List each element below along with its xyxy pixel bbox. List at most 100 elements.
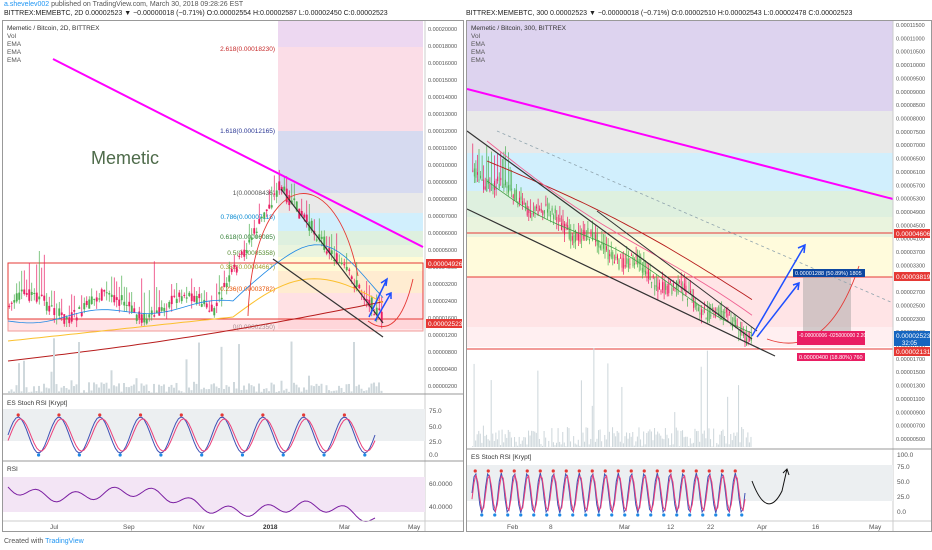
tradingview-link[interactable]: TradingView [45,538,84,545]
volume-bar [657,431,659,447]
volume-bar [607,363,609,447]
y-tick: 0.00009500 [896,76,925,82]
volume-bar [708,428,710,447]
volume-bar [163,384,165,393]
author-link[interactable]: a.shevelev002 [4,1,50,8]
candle-body [637,255,639,265]
oversold-dot [701,513,705,517]
candle-body [584,230,586,237]
volume-bar [719,434,721,447]
candle-body [53,308,56,316]
volume-bar [574,443,576,447]
candle-body [193,295,196,302]
candle-body [742,332,744,336]
price-tag [894,331,930,346]
candle-body [738,335,740,337]
left-chart-svg[interactable]: 2.618(0.00018230) 1.618(0.00012165) 1(0.… [3,21,463,531]
right-chart-svg[interactable]: 0.00001288 (50.89%) 1805 -0.00000006 -02… [466,21,931,531]
x-tick: Apr [757,524,768,531]
overbought-dot [707,469,711,473]
y-tick: 0.00018000 [428,44,457,50]
volume-bar [30,391,33,393]
overbought-dot [564,469,568,473]
candle-body [188,292,191,296]
right-chart-panel[interactable]: 0.00001288 (50.89%) 1805 -0.00000006 -02… [466,20,932,532]
candle-body [690,290,692,294]
volume-bar [28,392,30,393]
candle-body [676,280,678,290]
fib-zone [278,257,423,271]
stoch-label: ES Stoch RSI [Krypt] [471,454,532,461]
volume-bar [683,437,685,447]
volume-bar [500,445,502,447]
candle-body [522,201,524,206]
candle-body [518,197,520,203]
left-chart-panel[interactable]: 2.618(0.00018230) 1.618(0.00012165) 1(0.… [2,20,464,532]
volume-bar [713,428,715,447]
candle-body [714,312,716,317]
candle-body [305,214,308,223]
candle-body [350,276,353,279]
volume-bar [238,344,240,393]
volume-bar [248,383,250,393]
fib-zone [467,153,893,191]
volume-bar [85,392,88,393]
candle-body [553,215,555,219]
y-tick: 0.00011500 [896,23,925,29]
candle-body [618,259,620,270]
fib-zone [467,217,893,237]
candle-body [220,297,223,300]
fib-zone [278,47,423,131]
oversold-dot [200,453,204,457]
y-tick: 0.00006500 [896,157,925,163]
volume-bar [652,440,654,447]
candle-body [640,259,642,265]
y-tick: 0.00004100 [896,237,925,243]
stoch-label: ES Stoch RSI [Krypt] [7,400,68,407]
candle-body [609,254,611,257]
wedge-lower-line [272,258,384,338]
candle-body [255,231,258,233]
candle-body [529,210,531,218]
volume-bar [548,440,550,447]
volume-bar [633,445,635,447]
candle-body [120,295,123,301]
volume-bar [685,436,687,447]
y-tick: 0.00004500 [896,223,925,229]
volume-bar [250,385,253,393]
candle-body [595,234,597,242]
volume-bar [601,441,603,447]
arrow-up [374,291,392,322]
descending-trendline [466,88,894,200]
y-tick: 0.00020000 [428,27,457,33]
candle-body [574,230,576,242]
legend-item: Vol [471,33,481,40]
candle-body [694,301,696,308]
volume-bar [640,439,642,447]
fib-zone [278,21,423,47]
candle-body [735,319,737,327]
candle-body [233,264,236,268]
volume-bar [745,437,747,447]
candle-body [245,250,248,254]
volume-bar [148,390,150,393]
fib-label: 1(0.00008436) [233,190,275,197]
volume-bar [123,382,125,393]
x-tick: May [869,524,882,531]
volume-bar [636,436,638,447]
candle-body [560,223,562,230]
volume-bar [741,427,743,447]
candle-body [83,303,86,310]
y-tick: 0.00008000 [428,197,457,203]
volume-bar [537,370,539,447]
volume-bar [520,443,522,447]
volume-bar [521,440,523,447]
volume-bar [150,392,153,393]
oversold-dot [727,513,731,517]
candle-body [323,236,326,250]
candle-body [335,253,338,264]
volume-bar [35,391,38,393]
candle-body [195,296,198,304]
publish-line: a.shevelev002 published on TradingView.c… [4,1,243,9]
candle-body [711,307,713,309]
